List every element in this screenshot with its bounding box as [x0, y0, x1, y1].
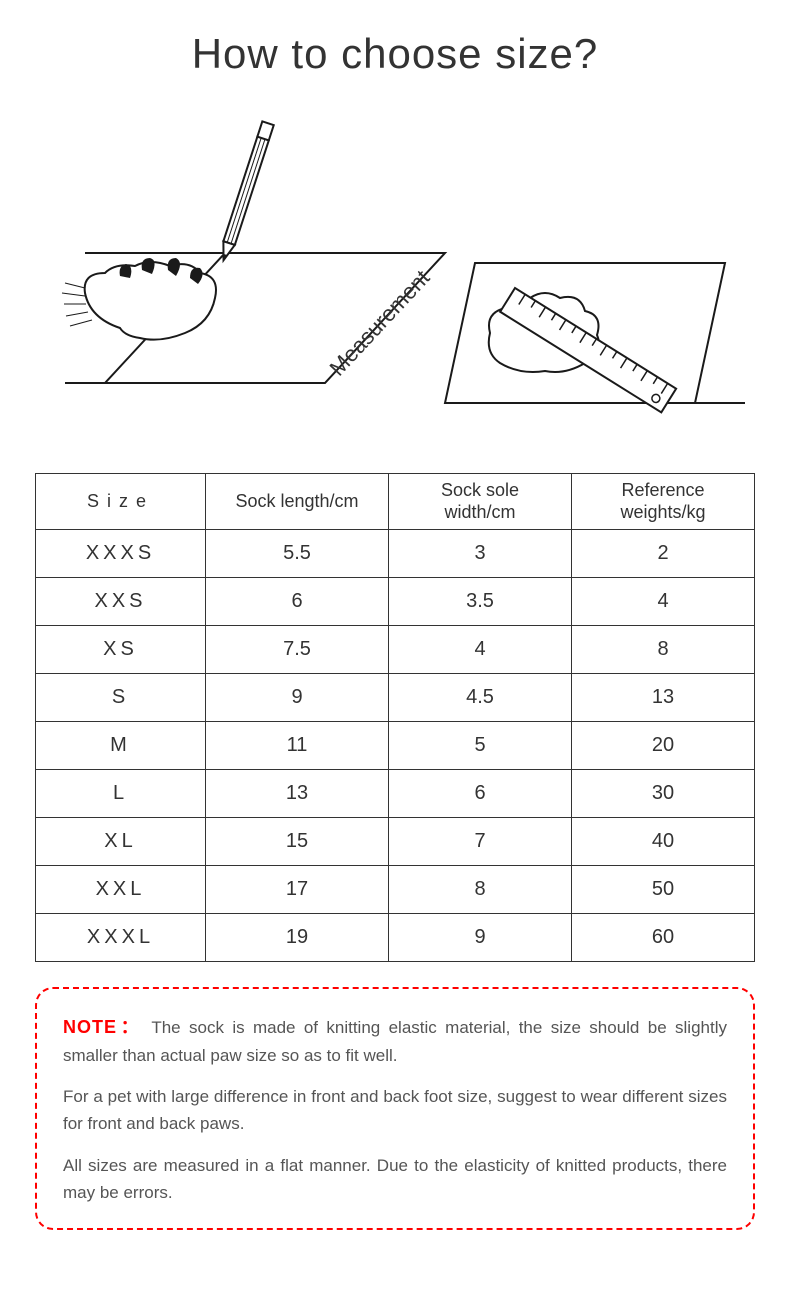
- table-row: S94.513: [36, 674, 755, 722]
- pencil-icon: [218, 121, 274, 262]
- table-row: L13630: [36, 770, 755, 818]
- note-text-1: The sock is made of knitting elastic mat…: [63, 1018, 727, 1065]
- table-row: XXL17850: [36, 866, 755, 914]
- cell-value: 4: [389, 626, 572, 674]
- cell-value: 8: [572, 626, 755, 674]
- cell-value: 15: [206, 818, 389, 866]
- cell-size: XXXL: [36, 914, 206, 962]
- note-paragraph: For a pet with large difference in front…: [63, 1083, 727, 1137]
- col-weight: Referenceweights/kg: [572, 474, 755, 530]
- cell-value: 2: [572, 530, 755, 578]
- cell-value: 19: [206, 914, 389, 962]
- col-length: Sock length/cm: [206, 474, 389, 530]
- measurement-diagram: Measurement: [45, 103, 745, 443]
- note-paragraph: All sizes are measured in a flat manner.…: [63, 1152, 727, 1206]
- cell-value: 20: [572, 722, 755, 770]
- measurement-label: Measurement: [325, 265, 435, 380]
- cell-value: 11: [206, 722, 389, 770]
- table-header-row: Size Sock length/cm Sock solewidth/cm Re…: [36, 474, 755, 530]
- col-size: Size: [36, 474, 206, 530]
- cell-size: XS: [36, 626, 206, 674]
- size-table: Size Sock length/cm Sock solewidth/cm Re…: [35, 473, 755, 962]
- cell-value: 17: [206, 866, 389, 914]
- ruler-icon: [500, 288, 676, 412]
- page-title: How to choose size?: [0, 30, 790, 78]
- cell-value: 5: [389, 722, 572, 770]
- note-box: NOTE： The sock is made of knitting elast…: [35, 987, 755, 1230]
- note-paragraph: NOTE： The sock is made of knitting elast…: [63, 1013, 727, 1069]
- cell-size: XXL: [36, 866, 206, 914]
- cell-value: 9: [206, 674, 389, 722]
- cell-value: 60: [572, 914, 755, 962]
- cell-value: 30: [572, 770, 755, 818]
- cell-value: 8: [389, 866, 572, 914]
- table-row: M11520: [36, 722, 755, 770]
- table-row: XXS63.54: [36, 578, 755, 626]
- table-row: XXXL19960: [36, 914, 755, 962]
- cell-size: L: [36, 770, 206, 818]
- cell-value: 13: [572, 674, 755, 722]
- cell-size: M: [36, 722, 206, 770]
- ruler-panel: [445, 263, 745, 412]
- cell-size: XXS: [36, 578, 206, 626]
- note-label: NOTE：: [63, 1017, 143, 1037]
- cell-value: 40: [572, 818, 755, 866]
- cell-value: 50: [572, 866, 755, 914]
- table-row: XXXS5.532: [36, 530, 755, 578]
- cell-value: 6: [389, 770, 572, 818]
- cell-size: XXXS: [36, 530, 206, 578]
- trace-panel: [62, 121, 445, 383]
- cell-value: 9: [389, 914, 572, 962]
- cell-size: XL: [36, 818, 206, 866]
- table-row: XS7.548: [36, 626, 755, 674]
- table-row: XL15740: [36, 818, 755, 866]
- cell-value: 3.5: [389, 578, 572, 626]
- cell-value: 5.5: [206, 530, 389, 578]
- cell-value: 7: [389, 818, 572, 866]
- col-width: Sock solewidth/cm: [389, 474, 572, 530]
- cell-value: 6: [206, 578, 389, 626]
- cell-value: 3: [389, 530, 572, 578]
- cell-value: 7.5: [206, 626, 389, 674]
- cell-value: 4: [572, 578, 755, 626]
- paw-icon: [62, 258, 216, 340]
- cell-value: 4.5: [389, 674, 572, 722]
- cell-size: S: [36, 674, 206, 722]
- cell-value: 13: [206, 770, 389, 818]
